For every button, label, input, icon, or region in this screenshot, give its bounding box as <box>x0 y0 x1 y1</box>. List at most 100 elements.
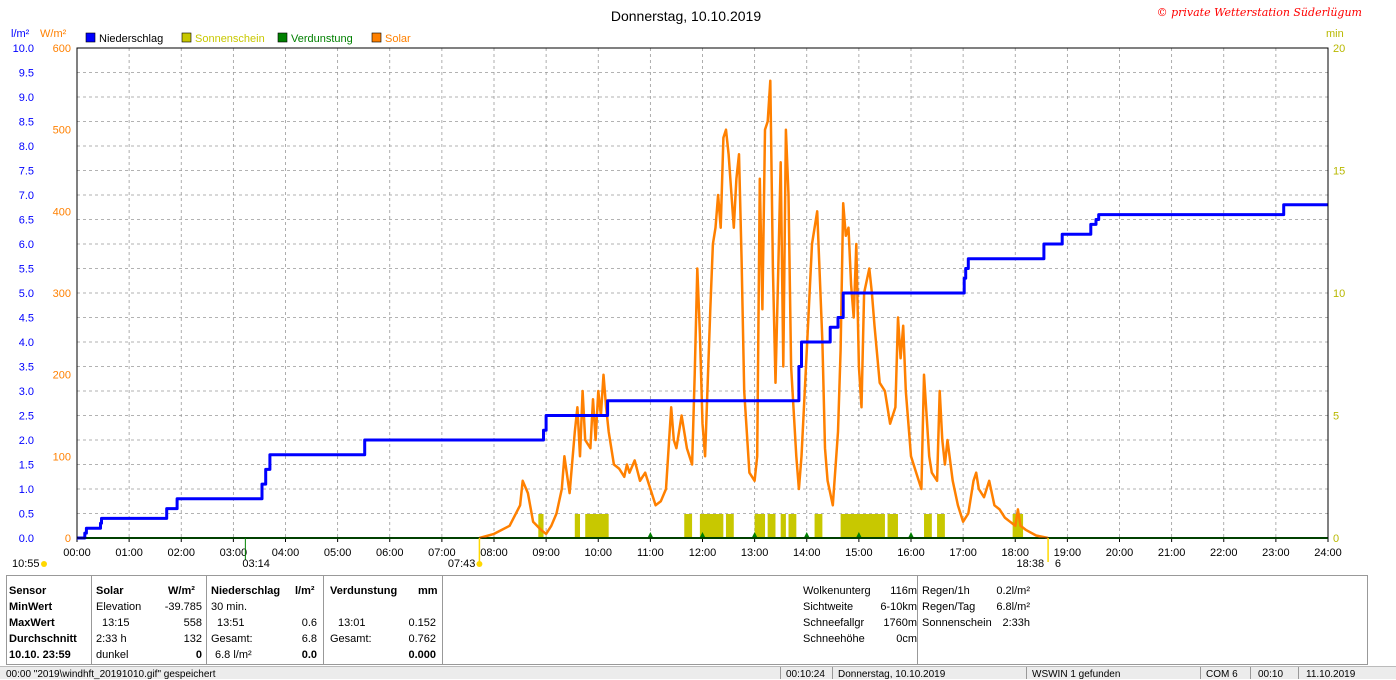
y-tick-min: 0 <box>1333 533 1339 545</box>
plot-frame <box>76 47 1329 539</box>
y-tick-rain: 4.5 <box>19 313 34 325</box>
sunshine-bar <box>574 514 581 538</box>
schneefall-value: 1760m <box>883 617 917 629</box>
x-tick-label: 11:00 <box>637 547 664 559</box>
legend-label: Niederschlag <box>99 33 163 45</box>
regen1h-label: Regen/1h <box>922 585 970 597</box>
copyright-text: © private Wetterstation Süderlügum <box>1157 6 1362 19</box>
legend-swatch <box>371 32 382 43</box>
nieder-header: Niederschlag <box>211 585 281 597</box>
solar-dark-label: dunkel <box>96 649 129 661</box>
x-tick-label: 24:00 <box>1314 547 1342 559</box>
chart-grid <box>77 48 1328 538</box>
sunshine-bar <box>684 514 693 538</box>
solar-dark-value: 0 <box>195 649 202 661</box>
y-tick-rain: 7.0 <box>19 190 34 202</box>
verdunstung-column: Verdunstung mm 13:01 0.152 Gesamt: 0.762… <box>324 576 442 664</box>
verd-total-value: 0.762 <box>408 633 436 645</box>
sunshine-bar <box>585 514 609 538</box>
y-tick-rain: 9.5 <box>19 68 34 80</box>
wolken-value: 116m <box>890 585 917 597</box>
x-tick-label: 15:00 <box>845 547 873 559</box>
info-column-1: Wolkenunterg 116m Sichtweite 6-10km Schn… <box>799 576 917 664</box>
status-today: 11.10.2019 <box>1306 669 1356 680</box>
solar-header: Solar <box>96 585 124 597</box>
status-com: COM 6 <box>1206 669 1238 680</box>
sunshine-bar <box>754 514 766 538</box>
verd-max-time: 13:01 <box>338 617 366 629</box>
sunshine-bar <box>767 514 776 538</box>
nieder-total-value: 6.8 <box>301 633 317 645</box>
sonnenschein-value: 2:33h <box>1002 617 1030 629</box>
verdunstung-marker <box>803 532 810 538</box>
x-tick-label: 09:00 <box>532 547 560 559</box>
y-tick-rain: 1.0 <box>19 484 34 496</box>
marker-label: 6 <box>1055 558 1061 570</box>
schneefall-label: Schneefallgr <box>803 617 865 629</box>
y-tick-solar: 600 <box>53 43 71 55</box>
y-tick-min: 15 <box>1333 166 1345 178</box>
sensor-header: Sensor <box>9 585 47 597</box>
sunshine-bar <box>840 514 885 538</box>
x-tick-label: 21:00 <box>1158 547 1186 559</box>
chart-legend: Niederschlag Sonnenschein Verdunstung Solar <box>85 32 411 45</box>
status-time: 00:10:24 <box>786 669 825 680</box>
sunshine-bar <box>699 514 724 538</box>
x-tick-label: 01:00 <box>115 547 143 559</box>
maxwert-label: MaxWert <box>9 617 55 629</box>
solar-column: Solar W/m² Elevation -39.785 13:15 558 2… <box>92 576 206 664</box>
x-tick-label: 20:00 <box>1106 547 1134 559</box>
legend-swatch <box>85 32 96 43</box>
x-tick-label: 23:00 <box>1262 547 1290 559</box>
verd-max-value: 0.152 <box>408 617 436 629</box>
sunrise-label: 07:43 <box>448 558 476 570</box>
sunshine-bar <box>725 514 734 538</box>
nieder-max-value: 0.6 <box>301 617 317 629</box>
wolken-label: Wolkenunterg <box>803 585 871 597</box>
y-tick-rain: 9.0 <box>19 92 34 104</box>
x-tick-label: 22:00 <box>1210 547 1238 559</box>
nieder-unit: l/m² <box>295 585 315 597</box>
sicht-label: Sichtweite <box>803 601 854 613</box>
solar-avg-label: 2:33 h <box>96 633 127 645</box>
y-tick-rain: 0.5 <box>19 509 34 521</box>
durchschnitt-label: Durchschnitt <box>9 633 77 645</box>
x-tick-label: 08:00 <box>480 547 508 559</box>
verd-unit: mm <box>418 585 438 597</box>
y-tick-rain: 2.5 <box>19 411 34 423</box>
x-tick-label: 07:00 <box>428 547 456 559</box>
sunshine-bar <box>887 514 898 538</box>
sunshine-bar <box>814 514 823 538</box>
y-axis-unit-rain: l/m² <box>11 28 30 40</box>
status-date: Donnerstag, 10.10.2019 <box>838 669 946 680</box>
sunrise-dot <box>476 561 483 567</box>
y-tick-rain: 6.5 <box>19 215 34 227</box>
minwert-label: MinWert <box>9 601 53 613</box>
verd-header: Verdunstung <box>330 585 398 597</box>
nieder-day-sum: 6.8 l/m² <box>215 649 252 661</box>
sunset-label: 18:38 <box>1017 558 1045 570</box>
x-tick-label: 06:00 <box>376 547 404 559</box>
solar-max-time: 13:15 <box>102 617 130 629</box>
datetime-label: 10.10. 23:59 <box>9 649 71 661</box>
legend-swatch <box>181 32 192 43</box>
legend-swatch <box>277 32 288 43</box>
summary-panel: Sensor MinWert MaxWert Durchschnitt 10.1… <box>6 575 1368 665</box>
nieder-now-value: 0.0 <box>301 649 317 661</box>
x-tick-label: 05:00 <box>324 547 352 559</box>
regentag-value: 6.8l/m² <box>996 601 1030 613</box>
regentag-label: Regen/Tag <box>922 601 976 613</box>
solar-max-value: 558 <box>183 617 202 629</box>
verdunstung-marker <box>908 532 914 538</box>
x-tick-label: 12:00 <box>689 547 717 559</box>
x-tick-label: 04:00 <box>272 547 300 559</box>
y-tick-rain: 5.5 <box>19 264 34 276</box>
y-tick-rain: 2.0 <box>19 435 34 447</box>
verd-now-value: 0.000 <box>408 649 436 661</box>
series-solar-line <box>479 79 1049 540</box>
sunshine-bar <box>937 514 945 538</box>
y-tick-solar: 400 <box>53 206 71 218</box>
solar-min-label: Elevation <box>96 601 142 613</box>
verdunstung-marker <box>855 532 862 538</box>
y-tick-min: 5 <box>1333 411 1339 423</box>
